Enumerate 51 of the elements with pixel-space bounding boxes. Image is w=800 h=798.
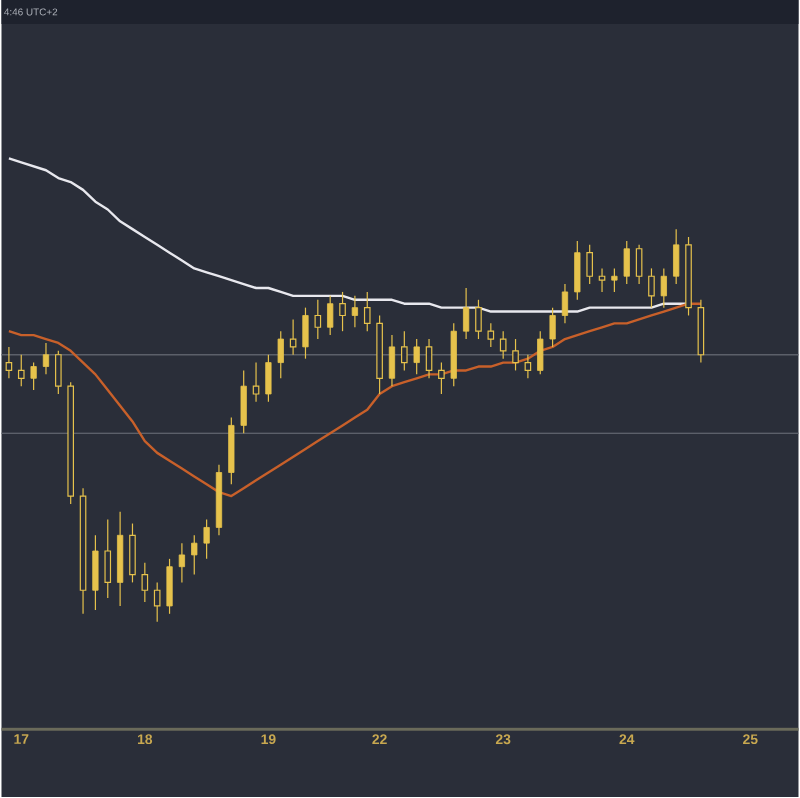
- candlestick: [289, 319, 297, 356]
- candlestick: [314, 299, 322, 341]
- candlestick: [598, 268, 606, 294]
- candlestick: [92, 535, 99, 611]
- candlestick: [574, 240, 581, 301]
- candlestick: [117, 511, 124, 608]
- candlestick: [450, 323, 457, 388]
- candlestick: [438, 362, 445, 396]
- candlestick: [228, 417, 235, 486]
- candlestick: [487, 323, 495, 348]
- candlestick: [141, 562, 149, 604]
- candlestick: [166, 558, 173, 615]
- candlestick: [388, 335, 396, 388]
- candlestick: [363, 291, 371, 333]
- candlestick: [537, 331, 544, 376]
- candlestick: [265, 354, 272, 403]
- candlestick: [191, 535, 198, 576]
- candlestick: [611, 268, 618, 294]
- candlestick: [55, 350, 62, 396]
- candlestick: [240, 370, 247, 435]
- candlestick: [648, 268, 655, 309]
- candlestick: [129, 523, 136, 584]
- candlestick: [401, 331, 408, 372]
- candlestick: [499, 331, 507, 360]
- candlestick: [475, 299, 482, 341]
- candlestick: [549, 307, 556, 348]
- candlestick: [277, 331, 284, 380]
- candlestick: [42, 342, 50, 376]
- candlestick: [339, 291, 346, 333]
- candlestick: [178, 543, 186, 584]
- candlestick: [203, 519, 210, 560]
- candlestick: [351, 295, 359, 329]
- candlestick: [327, 295, 334, 337]
- candlestick: [623, 240, 630, 286]
- candlestick: [561, 283, 569, 325]
- candlestick: [635, 244, 643, 286]
- candlestick: [104, 519, 112, 600]
- candlestick: [524, 354, 532, 380]
- candlestick: [153, 582, 161, 623]
- candlestick: [512, 338, 519, 372]
- candlestick: [673, 229, 680, 286]
- candlestick: [30, 362, 37, 392]
- candlestick: [697, 299, 705, 364]
- candlestick: [252, 362, 260, 403]
- candlestick: [302, 307, 309, 360]
- candlestick: [413, 338, 420, 376]
- candlestick: [660, 268, 667, 309]
- candlestick: [462, 287, 470, 341]
- candlestick: [17, 354, 25, 388]
- candlestick: [586, 244, 593, 286]
- candlestick: [425, 338, 433, 380]
